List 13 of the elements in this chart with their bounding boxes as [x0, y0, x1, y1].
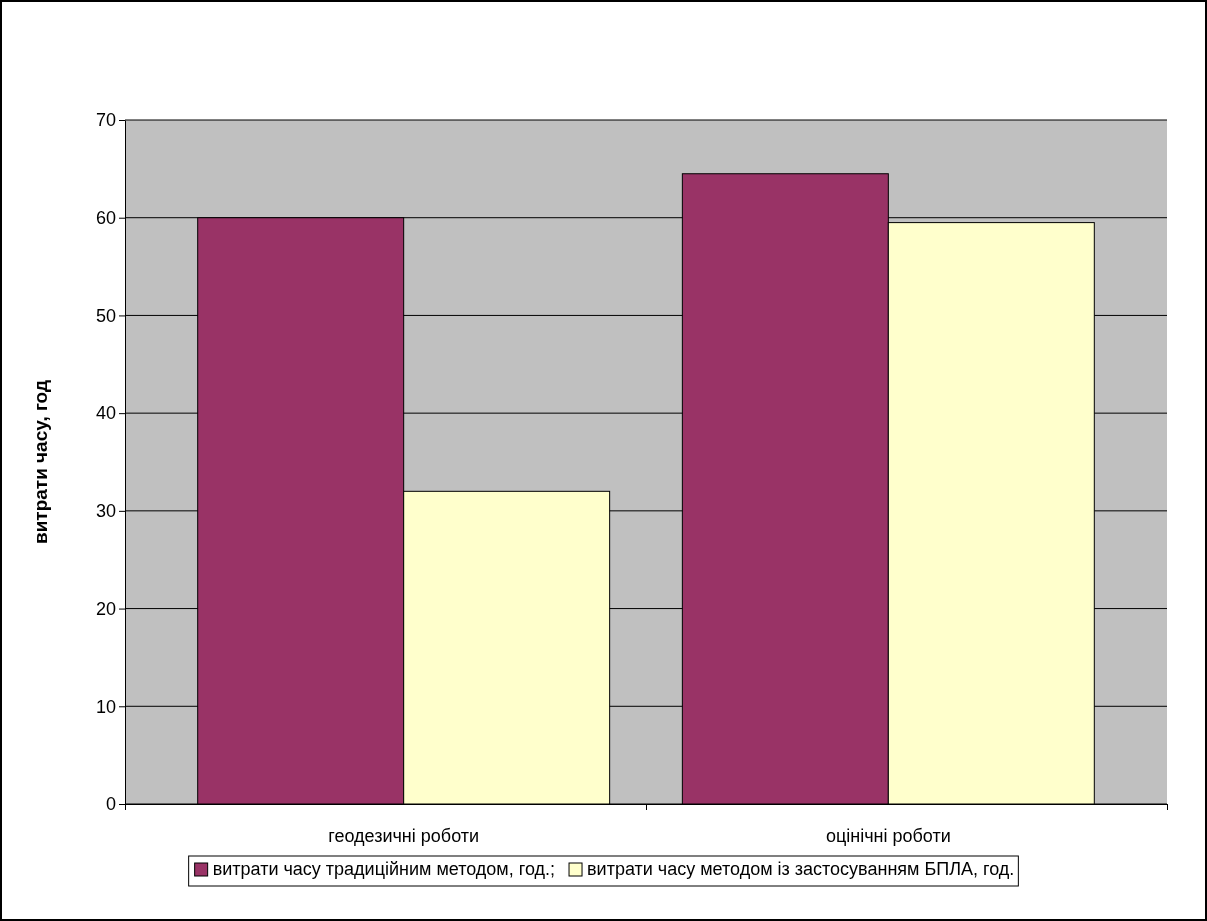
y-tick-label: 40: [95, 403, 116, 424]
y-tick-label: 30: [95, 501, 116, 522]
y-tick-label: 0: [105, 794, 116, 815]
y-axis-title: витрати часу, год: [30, 379, 51, 545]
y-tick-label: 70: [95, 110, 116, 131]
y-tick-label: 10: [95, 696, 116, 717]
x-tick-label: геодезичні роботи: [328, 826, 480, 846]
x-tick-label: оцінічні роботи: [825, 826, 951, 846]
y-tick-label: 50: [95, 305, 116, 326]
legend-label: витрати часу методом із застосуванням БПЛА, год.: [587, 859, 1015, 879]
legend-label: витрати часу традиційним методом, год.;: [212, 859, 556, 879]
y-tick-label: 20: [95, 598, 116, 619]
y-tick-label: 60: [95, 207, 116, 228]
